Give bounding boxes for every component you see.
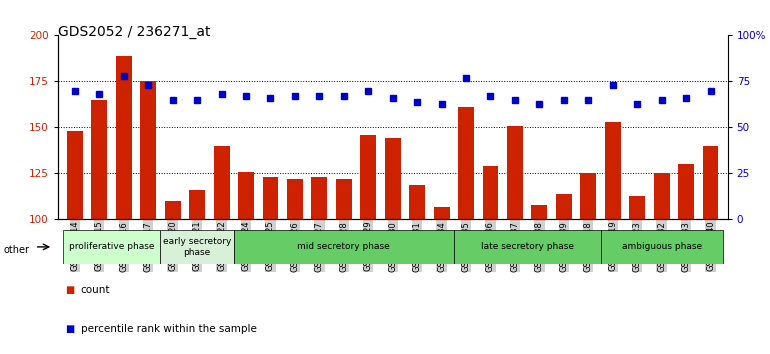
Text: ambiguous phase: ambiguous phase [621,242,701,251]
Bar [678,164,694,219]
Bar [507,126,523,219]
Bar [140,81,156,219]
Bar [62,230,160,264]
Bar [165,201,181,219]
Text: mid secretory phase: mid secretory phase [297,242,390,251]
Bar [604,122,621,219]
Text: GDS2052 / 236271_at: GDS2052 / 236271_at [58,25,210,39]
Bar [601,230,723,264]
Bar [531,205,547,219]
Bar [454,230,601,264]
Bar [67,131,83,219]
Bar [434,207,450,219]
Bar [336,179,352,219]
Text: ■: ■ [65,324,75,334]
Bar [189,190,205,219]
Bar [556,194,572,219]
Bar [483,166,498,219]
Bar [654,173,670,219]
Bar [213,146,229,219]
Bar [702,146,718,219]
Text: percentile rank within the sample: percentile rank within the sample [81,324,256,334]
Bar [116,56,132,219]
Bar [311,177,327,219]
Text: ■: ■ [65,285,75,295]
Bar [263,177,279,219]
Bar [409,184,425,219]
Bar [287,179,303,219]
Bar [385,138,400,219]
Bar [160,230,234,264]
Bar [458,107,474,219]
Bar [360,135,377,219]
Text: other: other [4,245,30,255]
Bar [234,230,454,264]
Bar [629,195,645,219]
Text: count: count [81,285,110,295]
Bar [238,172,254,219]
Text: late secretory phase: late secretory phase [480,242,574,251]
Bar [581,173,596,219]
Bar [92,100,107,219]
Text: early secretory
phase: early secretory phase [163,237,231,257]
Text: proliferative phase: proliferative phase [69,242,154,251]
